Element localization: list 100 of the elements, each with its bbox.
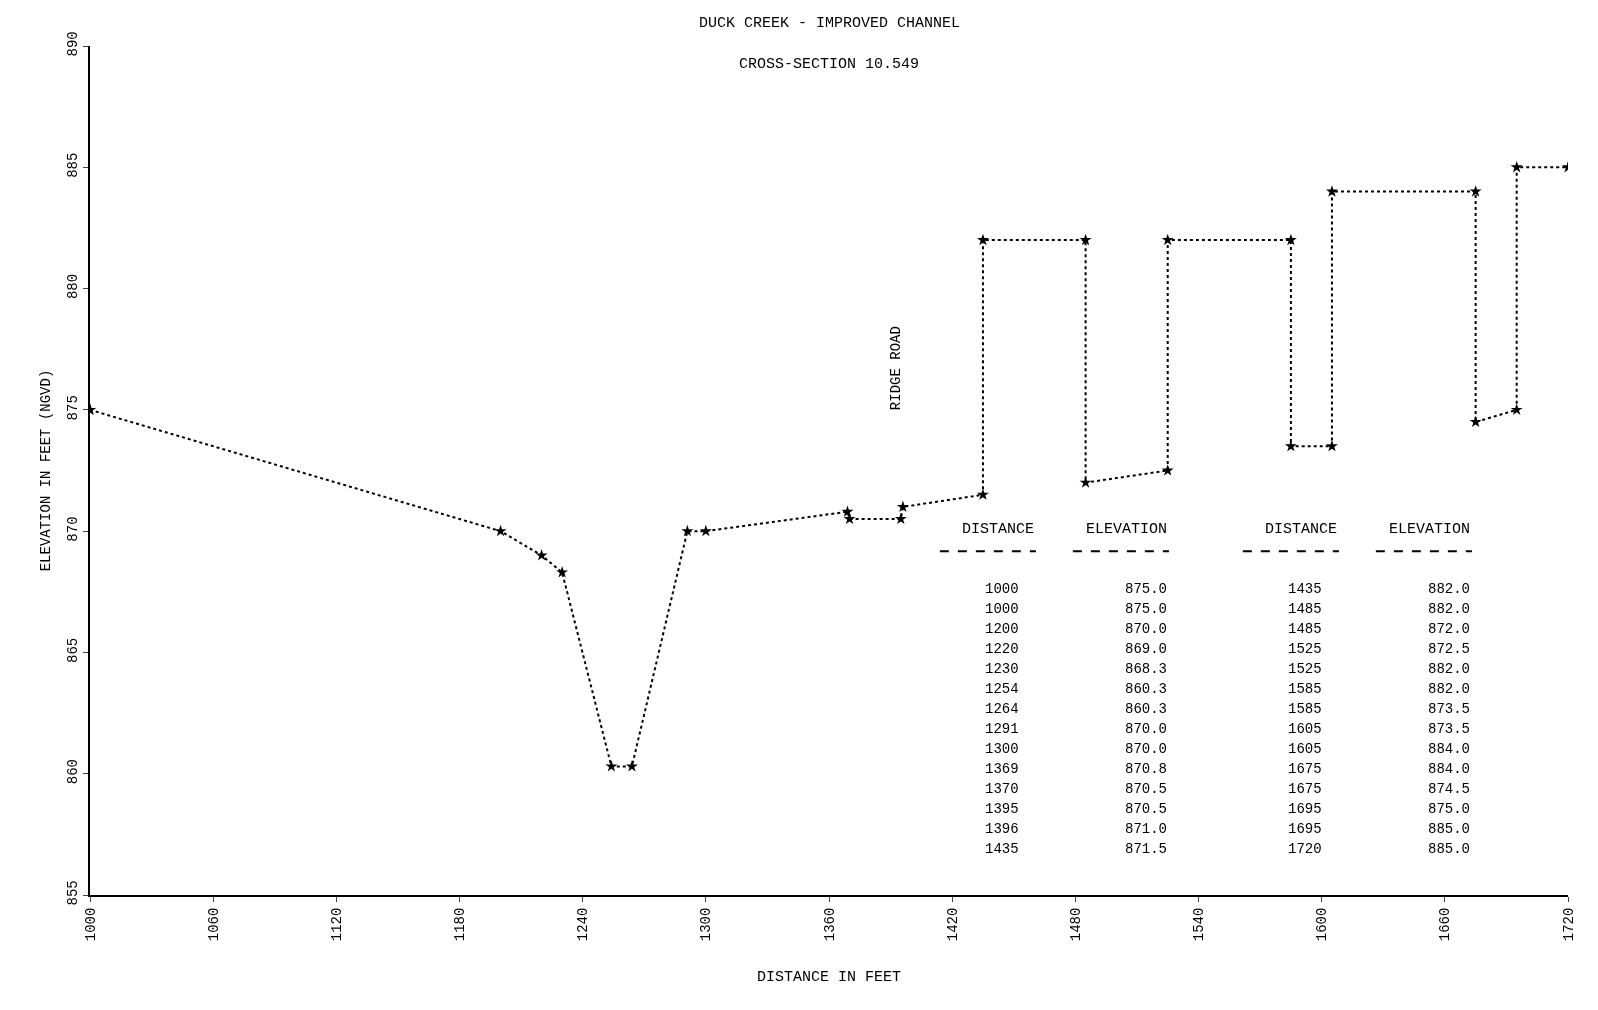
- annotation: 875.0: [1125, 601, 1168, 617]
- point: [1079, 476, 1092, 488]
- annotation: ELEVATION: [1086, 521, 1168, 538]
- annotation: 873.5: [1428, 721, 1471, 737]
- annotation: 869.0: [1125, 641, 1168, 657]
- annotation: 1264: [985, 701, 1019, 717]
- annotation: 870.0: [1125, 741, 1168, 757]
- point: [1510, 160, 1523, 173]
- chart-title: DUCK CREEK - IMPROVED CHANNEL: [699, 15, 961, 32]
- annotation: 873.5: [1428, 701, 1471, 717]
- point: [1161, 233, 1174, 246]
- point: [976, 233, 989, 246]
- annotation: 875.0: [1428, 801, 1471, 817]
- annotation: 882.0: [1428, 661, 1471, 677]
- annotation: 1200: [985, 621, 1019, 637]
- annotation: ELEVATION: [1389, 521, 1471, 538]
- x-tick-label: 1600: [1314, 907, 1331, 942]
- annotation: 885.0: [1428, 841, 1471, 857]
- y-tick-label: 890: [65, 31, 82, 57]
- annotation: 1585: [1288, 681, 1322, 697]
- annotation: 870.5: [1125, 781, 1168, 797]
- annotation: 872.0: [1428, 621, 1471, 637]
- annotation: 1720: [1288, 841, 1322, 857]
- x-tick-label: 1000: [82, 907, 99, 942]
- annotation: DISTANCE: [962, 521, 1035, 538]
- x-tick-label: 1240: [575, 907, 592, 942]
- point: [556, 566, 569, 578]
- x-tick-label: 1300: [698, 907, 715, 942]
- y-tick-label: 860: [65, 759, 82, 785]
- x-tick-label: 1660: [1437, 907, 1454, 942]
- point: [1510, 403, 1523, 415]
- annotation: 884.0: [1428, 761, 1471, 777]
- point: [1284, 233, 1297, 246]
- x-tick-label: 1540: [1191, 907, 1208, 942]
- x-axis-title: DISTANCE IN FEET: [756, 968, 902, 986]
- annotation: 1254: [985, 681, 1019, 697]
- y-tick-label: 880: [65, 273, 82, 300]
- point: [605, 760, 618, 772]
- x-tick-label: 1480: [1067, 907, 1084, 942]
- point: [1469, 415, 1482, 428]
- annotation: 1396: [985, 821, 1019, 837]
- annotation: 871.0: [1125, 821, 1168, 837]
- text: CROSS-SECTION 10.549: [739, 56, 920, 73]
- x-tick-label: 1360: [821, 907, 838, 942]
- annotation: DISTANCE: [1265, 521, 1338, 538]
- annotation: 871.5: [1125, 841, 1168, 857]
- y-tick-label: 855: [65, 880, 82, 906]
- point: [896, 500, 909, 512]
- annotation: 870.8: [1125, 761, 1168, 777]
- annotation: 1525: [1288, 641, 1322, 657]
- x-tick-label: 1180: [452, 907, 469, 942]
- x-tick-label: 1060: [205, 907, 222, 942]
- annotation: 870.0: [1125, 621, 1168, 637]
- point: [681, 524, 694, 537]
- x-tick-label: 1720: [1560, 907, 1577, 942]
- annotation: RIDGE ROAD: [887, 326, 904, 411]
- annotation: 1605: [1288, 741, 1322, 757]
- y-tick-label: 885: [65, 152, 82, 178]
- annotation: 868.3: [1125, 661, 1168, 677]
- x-tick-label: 1120: [328, 907, 345, 942]
- annotation: 872.5: [1428, 641, 1471, 657]
- annotation: 882.0: [1428, 581, 1471, 597]
- point: [699, 524, 712, 537]
- annotation: 860.3: [1125, 681, 1168, 697]
- point: [976, 488, 989, 500]
- annotation: 1435: [985, 841, 1019, 857]
- y-tick-label: 870: [65, 516, 82, 542]
- y-tick-label: 875: [65, 395, 82, 421]
- annotation: 1230: [985, 661, 1019, 677]
- annotation: 1695: [1288, 821, 1322, 837]
- annotation: 1370: [985, 781, 1019, 797]
- annotation: 1485: [1288, 621, 1322, 637]
- annotation: 1000: [985, 581, 1019, 597]
- point: [494, 524, 507, 537]
- annotation: 875.0: [1125, 581, 1168, 597]
- annotation: 870.0: [1125, 721, 1168, 737]
- annotation: 885.0: [1428, 821, 1471, 837]
- y-tick-label: 865: [65, 637, 82, 663]
- annotation: 1675: [1288, 761, 1322, 777]
- annotation: 1485: [1288, 601, 1322, 617]
- point: [625, 760, 638, 772]
- annotation: 1000: [985, 601, 1019, 617]
- annotation: 1395: [985, 801, 1019, 817]
- annotation: 870.5: [1125, 801, 1168, 817]
- annotation: 1369: [985, 761, 1019, 777]
- annotation: 1525: [1288, 661, 1322, 677]
- annotation: 1605: [1288, 721, 1322, 737]
- annotation: 1585: [1288, 701, 1322, 717]
- y-axis-title: ELEVATION IN FEET (NGVD): [37, 369, 54, 572]
- annotation: 884.0: [1428, 741, 1471, 757]
- annotation: 882.0: [1428, 601, 1471, 617]
- annotation: 1220: [985, 641, 1019, 657]
- annotation: 882.0: [1428, 681, 1471, 697]
- annotation: 1435: [1288, 581, 1322, 597]
- point: [894, 512, 907, 525]
- point: [1079, 233, 1092, 246]
- annotation: 1300: [985, 741, 1019, 757]
- point: [1325, 439, 1338, 452]
- x-tick-label: 1420: [944, 907, 961, 942]
- annotation: 874.5: [1428, 781, 1471, 797]
